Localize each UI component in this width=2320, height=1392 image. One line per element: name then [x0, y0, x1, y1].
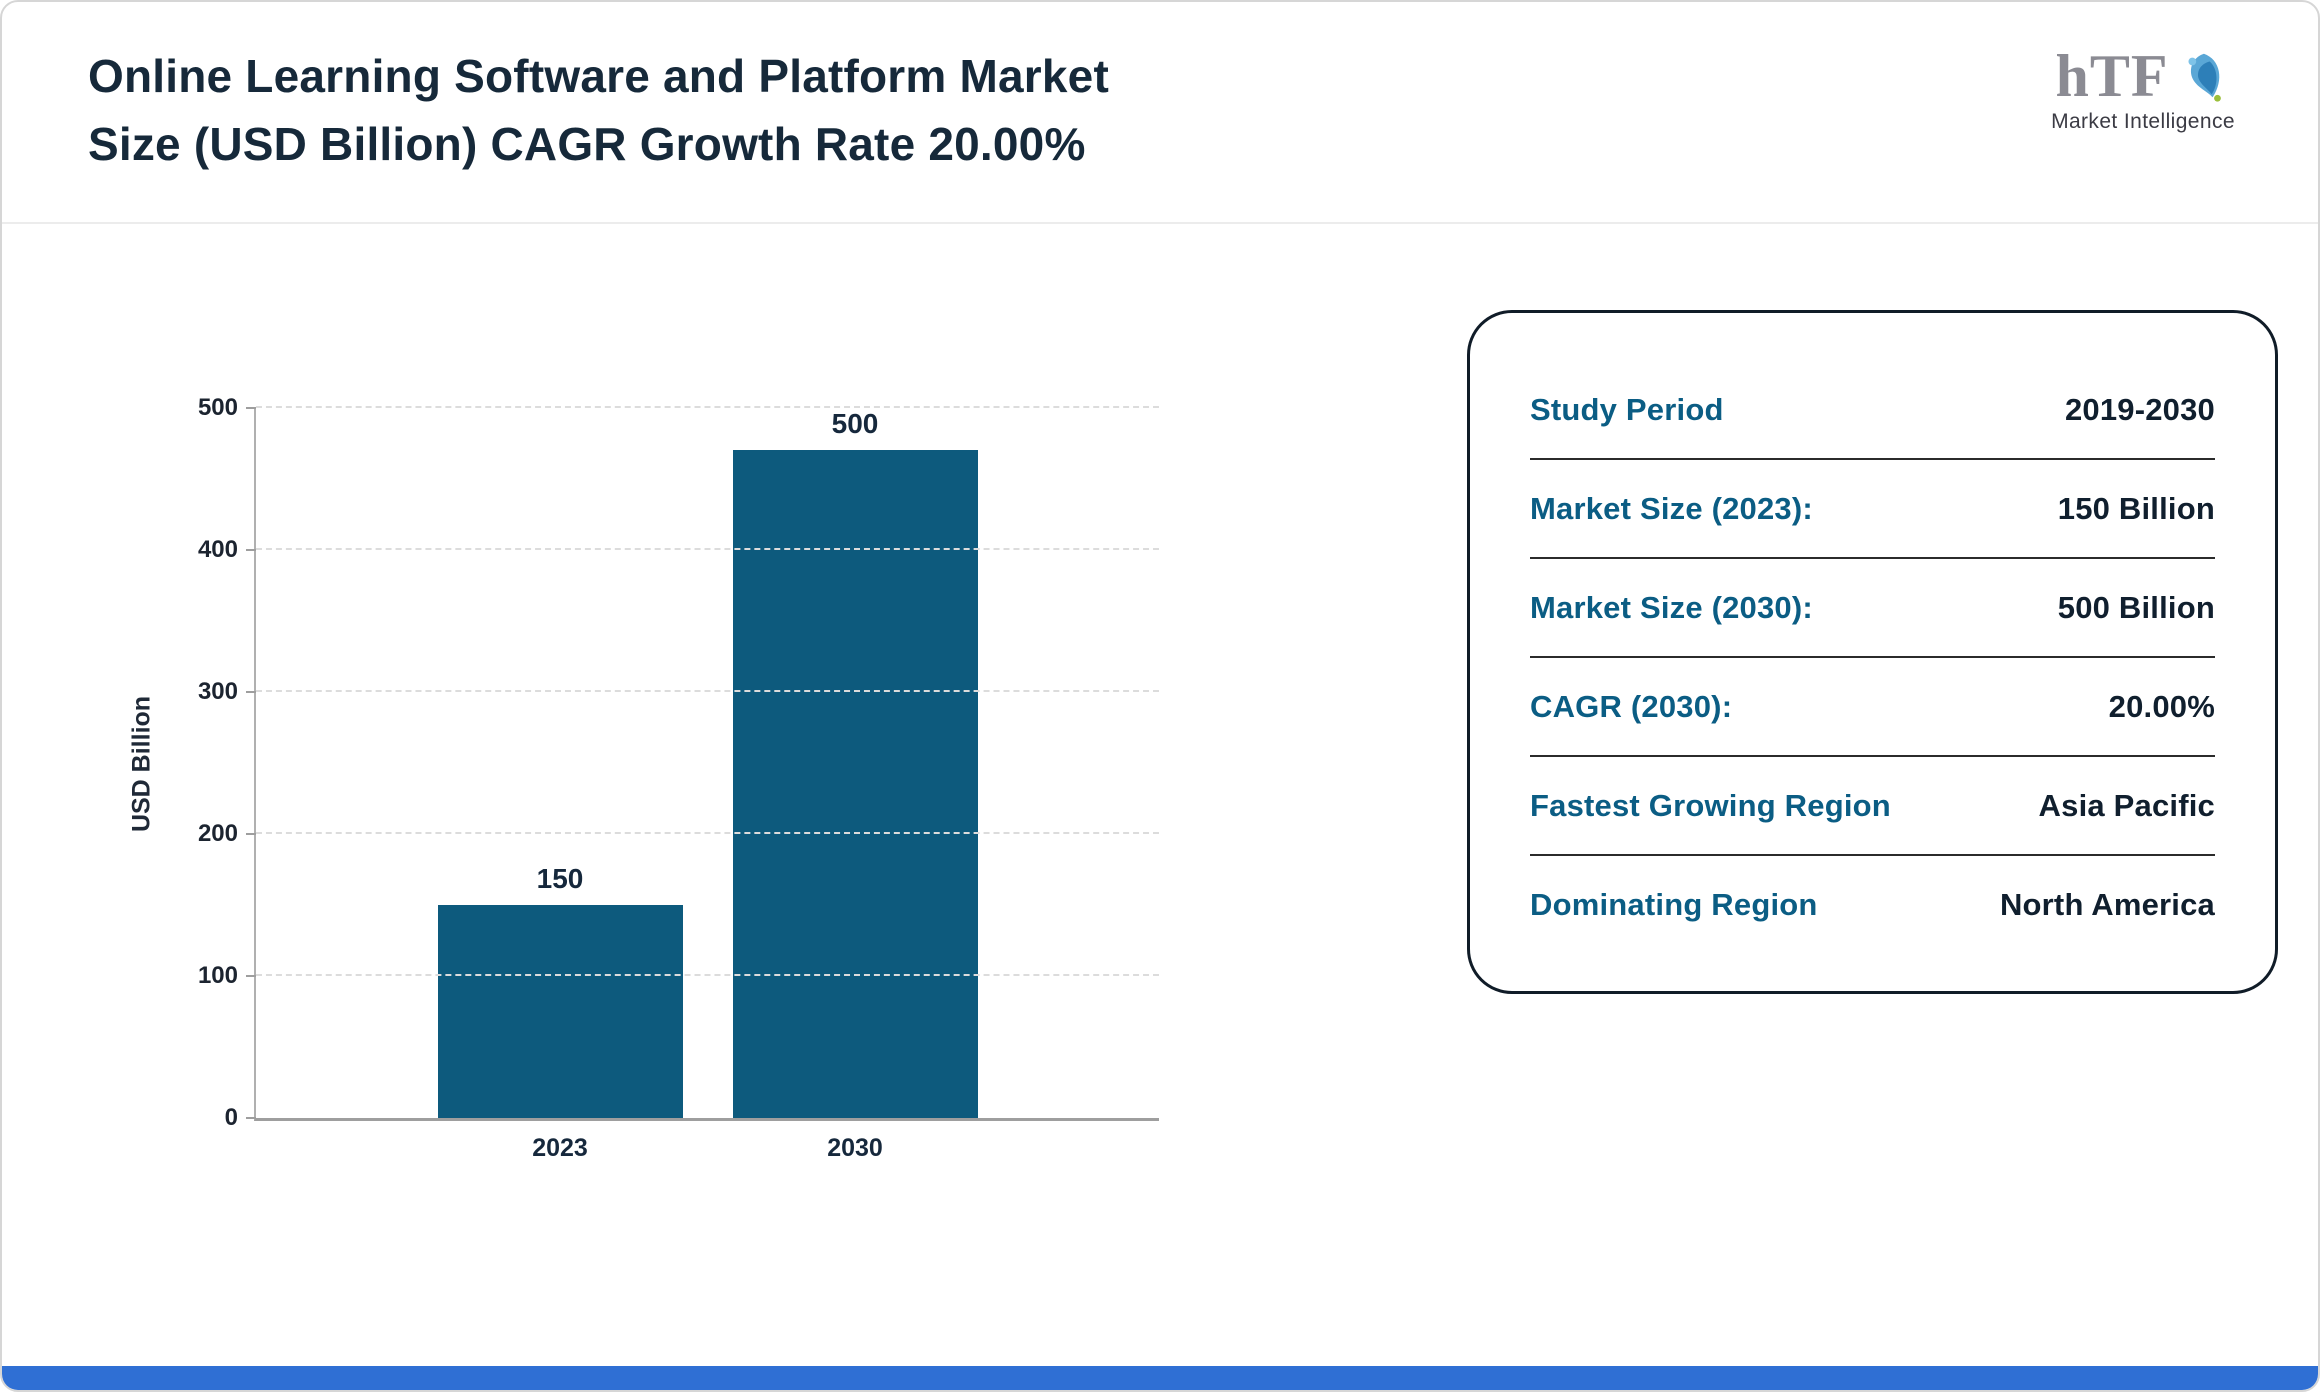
htf-logo-subtitle: Market Intelligence — [2051, 110, 2235, 133]
x-tick-label: 2023 — [532, 1134, 588, 1162]
info-row-dominating-region: Dominating Region North America — [1530, 856, 2215, 953]
info-value: 150 Billion — [2057, 490, 2215, 526]
bar-2030 — [732, 450, 978, 1118]
htf-logo: hTF Market Intelligence — [2028, 46, 2258, 134]
y-tick-label: 0 — [224, 1104, 238, 1131]
bar-value-label: 500 — [831, 408, 879, 439]
htf-logo-text: hTF — [2055, 43, 2169, 109]
plot-area: 150 2023 500 2030 0 100 200 300 400 500 — [198, 394, 1159, 1162]
header: Online Learning Software and Platform Ma… — [2, 2, 2318, 224]
info-value: 20.00% — [2108, 688, 2215, 724]
bottom-accent-bar — [2, 1366, 2318, 1390]
y-tick-mark — [246, 549, 256, 551]
y-tick-mark — [246, 833, 256, 835]
info-label: Dominating Region — [1530, 886, 1818, 922]
y-tick-mark — [246, 975, 256, 977]
bars-container: 150 2023 500 2030 — [256, 408, 1159, 1162]
info-row-market-size-2030: Market Size (2030): 500 Billion — [1530, 559, 2215, 658]
y-tick-label: 400 — [197, 536, 238, 563]
htf-logo-row: hTF — [2028, 46, 2258, 106]
page-title: Online Learning Software and Platform Ma… — [88, 50, 1109, 171]
info-label: Market Size (2030): — [1530, 589, 1813, 625]
y-tick-mark — [246, 691, 256, 693]
htf-swoosh-icon — [2187, 53, 2221, 102]
bar-value-label: 150 — [536, 863, 584, 894]
y-tick-label: 500 — [197, 394, 238, 421]
y-tick-mark — [246, 1117, 256, 1119]
gridline — [256, 832, 1159, 834]
info-label: CAGR (2030): — [1530, 688, 1733, 724]
info-value: 500 Billion — [2057, 589, 2215, 625]
gridline — [256, 548, 1159, 550]
y-tick-mark — [246, 407, 256, 409]
info-label: Market Size (2023): — [1530, 490, 1813, 526]
info-value: North America — [1999, 886, 2215, 922]
info-value: Asia Pacific — [2038, 787, 2215, 823]
info-label: Fastest Growing Region — [1530, 787, 1891, 823]
bar-2023 — [437, 905, 683, 1118]
info-row-study-period: Study Period 2019-2030 — [1530, 361, 2215, 460]
info-row-cagr: CAGR (2030): 20.00% — [1530, 658, 2215, 757]
x-tick-label: 2030 — [827, 1134, 883, 1162]
gridline — [256, 690, 1159, 692]
y-tick-label: 100 — [197, 962, 238, 989]
gridline — [256, 974, 1159, 976]
info-panel: Study Period 2019-2030 Market Size (2023… — [1467, 310, 2278, 994]
info-label: Study Period — [1530, 391, 1724, 427]
info-row-market-size-2023: Market Size (2023): 150 Billion — [1530, 460, 2215, 559]
y-axis-label: USD Billion — [127, 695, 156, 833]
y-tick-label: 200 — [197, 820, 238, 847]
info-value: 2019-2030 — [2064, 391, 2215, 427]
info-row-fastest-growing-region: Fastest Growing Region Asia Pacific — [1530, 757, 2215, 856]
bar-group-2030: 500 2030 — [732, 408, 978, 1162]
bar-group-2023: 150 2023 — [437, 408, 683, 1162]
gridline — [256, 406, 1159, 408]
y-tick-label: 300 — [197, 678, 238, 705]
